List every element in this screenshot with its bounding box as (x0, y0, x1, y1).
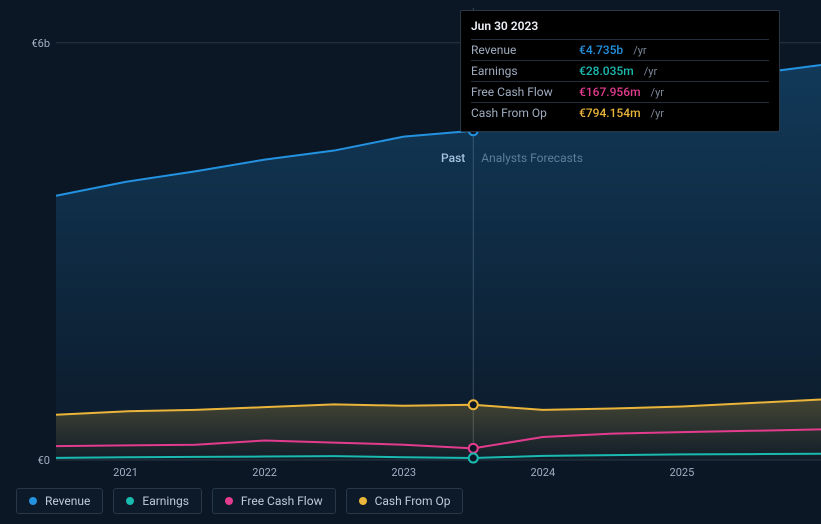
tooltip-row-value: €28.035m (579, 64, 634, 78)
tooltip-row-label: Revenue (471, 43, 571, 57)
tooltip-row-suffix: /yr (644, 65, 657, 78)
legend-item-revenue[interactable]: Revenue (16, 488, 103, 514)
chart-legend: Revenue Earnings Free Cash Flow Cash From O… (16, 488, 463, 514)
series-marker-cash_from_op (469, 400, 478, 409)
y-axis-tick-label: €0 (38, 454, 50, 467)
legend-item-earnings[interactable]: Earnings (113, 488, 202, 514)
tooltip-row-label: Free Cash Flow (471, 85, 571, 99)
tooltip-row-suffix: /yr (633, 44, 646, 57)
tooltip-row-value: €167.956m (579, 85, 641, 99)
tooltip-row: Revenue €4.735b/yr (471, 39, 769, 60)
tooltip-row-value: €4.735b (579, 43, 623, 57)
chart-tooltip: Jun 30 2023 Revenue €4.735b/yr Earnings €28… (460, 10, 780, 132)
x-axis-tick-label: 2025 (670, 466, 695, 479)
tooltip-row: Earnings €28.035m/yr (471, 60, 769, 81)
legend-item-label: Free Cash Flow (241, 494, 323, 508)
x-axis-tick-label: 2024 (530, 466, 555, 479)
x-axis-tick-label: 2023 (391, 466, 416, 479)
legend-swatch-icon (29, 497, 37, 505)
tooltip-row-suffix: /yr (651, 107, 664, 120)
legend-item-label: Earnings (142, 494, 189, 508)
legend-item-label: Cash From Op (375, 494, 451, 508)
tooltip-row-label: Cash From Op (471, 106, 571, 120)
legend-swatch-icon (359, 497, 367, 505)
tooltip-row-suffix: /yr (651, 86, 664, 99)
tooltip-date: Jun 30 2023 (471, 19, 769, 39)
legend-swatch-icon (225, 497, 233, 505)
x-axis-tick-label: 2021 (113, 466, 138, 479)
tooltip-row: Free Cash Flow €167.956m/yr (471, 81, 769, 102)
legend-item-cash_from_op[interactable]: Cash From Op (346, 488, 464, 514)
tooltip-row-value: €794.154m (579, 106, 641, 120)
tooltip-row: Cash From Op €794.154m/yr (471, 102, 769, 123)
series-marker-earnings (469, 454, 478, 463)
legend-item-label: Revenue (45, 494, 90, 508)
legend-item-free_cash_flow[interactable]: Free Cash Flow (212, 488, 336, 514)
tooltip-row-label: Earnings (471, 64, 571, 78)
legend-swatch-icon (126, 497, 134, 505)
y-axis-tick-label: €6b (31, 37, 50, 50)
series-marker-free_cash_flow (469, 444, 478, 453)
x-axis-tick-label: 2022 (252, 466, 277, 479)
